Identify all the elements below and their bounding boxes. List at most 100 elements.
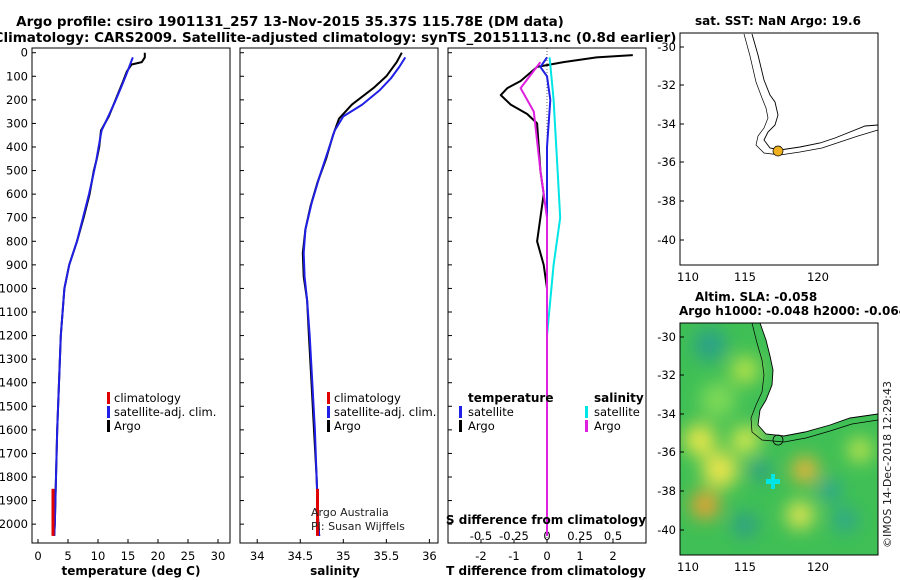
lat-tick-label: -40	[657, 523, 676, 537]
lon-tick-label: 120	[807, 560, 829, 574]
sst-map-panel: sat. SST: NaN Argo: 19.6 110 115 120 -30 -32…	[657, 14, 879, 284]
y-tick-label: 1100	[0, 305, 28, 319]
s-tick-label: 0.25	[567, 529, 593, 543]
x-tick-label: 25	[181, 549, 196, 563]
sla-title-line1: Altim. SLA: -0.058	[695, 290, 817, 304]
salinity-panel: 34 34.5 35 35.5 36 salinity climatology sate…	[239, 47, 439, 578]
x-tick-label: 0	[543, 549, 550, 563]
y-tick-label: 200	[6, 93, 28, 107]
y-tick-label: 1900	[0, 494, 28, 508]
legend-swatch-climatology	[107, 392, 110, 404]
x-tick-label: 20	[151, 549, 166, 563]
x-tick-label: 35	[336, 549, 351, 563]
lat-tick-label: -30	[657, 330, 676, 344]
legend-t-satellite: satellite	[468, 405, 514, 419]
y-tick-label: 1200	[0, 329, 28, 343]
y-tick-label: 1000	[0, 281, 28, 295]
lon-tick-label: 120	[807, 270, 829, 284]
lon-tick-label: 110	[677, 560, 699, 574]
sst-map-title: sat. SST: NaN Argo: 19.6	[695, 14, 861, 28]
s-difference-tick-labels: -0.5 -0.25 0 0.25 0.5	[470, 529, 622, 543]
sla-isobath	[750, 323, 878, 443]
salinity-axes	[239, 47, 439, 544]
legend-t-argo: Argo	[468, 419, 495, 433]
title-line2: Climatology: CARS2009. Satellite-adjuste…	[0, 30, 676, 46]
series-salinity-argo	[519, 61, 548, 536]
x-tick-label: 36	[422, 549, 437, 563]
legend-argo: Argo	[114, 419, 141, 433]
sst-map-tick-labels: 110 115 120 -30 -32 -34 -36 -38 -40	[657, 40, 829, 284]
legend-satellite: satellite-adj. clim.	[114, 405, 216, 419]
legend-swatch-argo	[107, 420, 110, 432]
lat-tick-label: -36	[657, 445, 676, 459]
x-tick-label: 35.5	[374, 549, 400, 563]
sla-heatmap	[680, 323, 878, 555]
difference-panel: -2 -1 0 1 2 -0.5 -0.25 0 0.25 0.5 T difference f…	[446, 47, 647, 578]
legend-climatology: climatology	[334, 391, 401, 405]
series-satellite-adj-clim	[302, 56, 407, 536]
y-tick-label: 700	[6, 211, 28, 225]
depth-tick-labels: 0 100 200 300 400 500 600 700 800 900 1000 1100 1200…	[0, 46, 36, 531]
s-tick-label: -0.25	[499, 529, 529, 543]
sla-float-cross-h	[766, 479, 780, 484]
x-tick-label: 1	[576, 549, 583, 563]
legend-swatch-sat-salinity	[585, 406, 588, 418]
legend-swatch-climatology	[327, 392, 330, 404]
s-tick-label: -0.5	[470, 529, 492, 543]
x-tick-label: 10	[91, 549, 106, 563]
lon-tick-label: 115	[734, 270, 756, 284]
lat-tick-label: -32	[657, 368, 676, 382]
annotation-pi: PI: Susan Wijffels	[311, 520, 405, 533]
x-tick-label: -2	[475, 549, 486, 563]
x-tick-label: 5	[64, 549, 71, 563]
y-tick-label: 1300	[0, 352, 28, 366]
s-difference-xlabel: S difference from climatology	[446, 513, 646, 527]
temperature-profiles	[51, 52, 146, 536]
lon-tick-label: 115	[734, 560, 756, 574]
sla-title-line2: Argo h1000: -0.048 h2000: -0.064	[679, 304, 900, 318]
lat-tick-label: -40	[657, 233, 676, 247]
isobath	[743, 33, 879, 156]
x-tick-label: 15	[121, 549, 136, 563]
salinity-xlabel: salinity	[310, 564, 360, 578]
x-tick-label: -1	[508, 549, 519, 563]
temperature-axes	[31, 47, 231, 544]
difference-profiles	[499, 54, 633, 536]
t-difference-xlabel: T difference from climatology	[446, 564, 646, 578]
lat-tick-label: -30	[657, 40, 676, 54]
y-tick-label: 1600	[0, 423, 28, 437]
temperature-tick-labels: 0 5 10 15 20 25 30	[34, 539, 225, 563]
legend-satellite: satellite-adj. clim.	[334, 405, 436, 419]
lon-tick-label: 110	[677, 270, 699, 284]
legend-swatch-argo	[327, 420, 330, 432]
s-tick-label: 0	[543, 529, 550, 543]
y-tick-label: 1700	[0, 446, 28, 460]
salinity-legend: climatology satellite-adj. clim. Argo	[327, 391, 436, 433]
legend-swatch-satellite	[459, 406, 462, 418]
legend-argo: Argo	[334, 419, 361, 433]
float-position-marker	[772, 145, 784, 157]
x-tick-label: 34	[250, 549, 265, 563]
legend-swatch-satellite	[107, 406, 110, 418]
salinity-difference-legend: salinity satellite Argo	[585, 391, 644, 433]
x-tick-label: 30	[211, 549, 226, 563]
y-tick-label: 800	[6, 234, 28, 248]
salinity-tick-labels: 34 34.5 35 35.5 36	[240, 52, 437, 563]
title-line1: Argo profile: csiro 1901131_257 13-Nov-2…	[16, 14, 564, 30]
y-tick-label: 400	[6, 140, 28, 154]
legend-swatch-argo-salinity	[585, 420, 588, 432]
lat-tick-label: -34	[657, 117, 676, 131]
salinity-profiles	[301, 52, 407, 536]
x-tick-label: 0	[34, 549, 41, 563]
temperature-panel: 0100200300400500600700800900100011001200…	[0, 46, 231, 578]
annotation-argo-australia: Argo Australia	[311, 506, 389, 519]
legend-swatch-argo	[459, 420, 462, 432]
y-tick-label: 0	[21, 46, 28, 60]
sla-map-axes	[679, 322, 879, 556]
legend-salinity-header: salinity	[594, 391, 644, 405]
legend-temperature-header: temperature	[468, 391, 553, 405]
legend-s-satellite: satellite	[594, 405, 640, 419]
sla-float-marker	[772, 434, 784, 446]
y-tick-label: 100	[6, 69, 28, 83]
temperature-legend: climatology satellite-adj. clim. Argo	[107, 391, 216, 433]
